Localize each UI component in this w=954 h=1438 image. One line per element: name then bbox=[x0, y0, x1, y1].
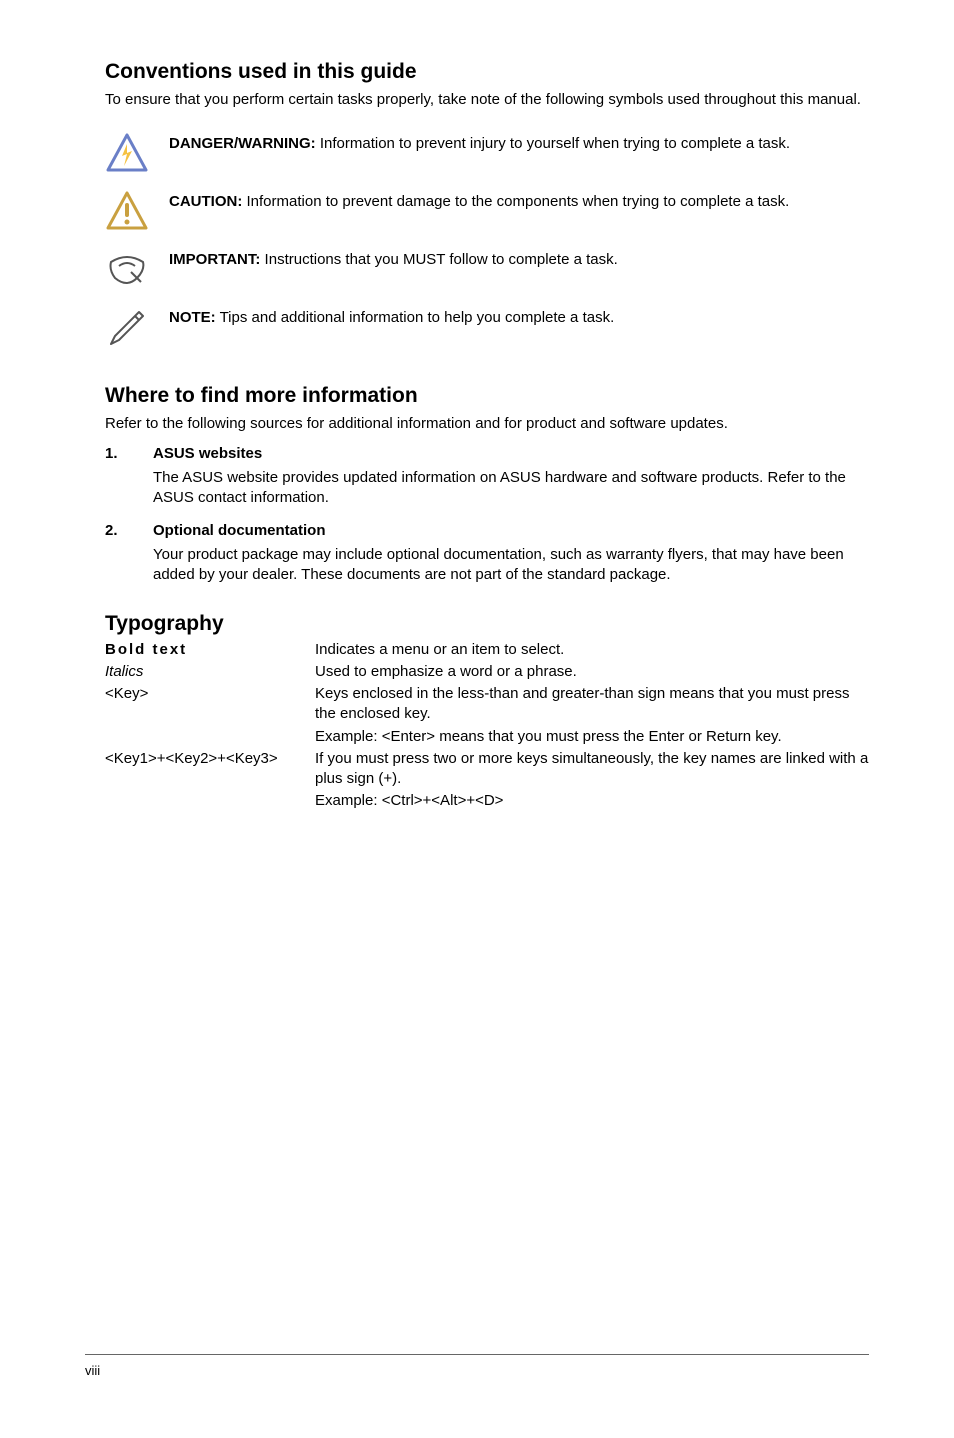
typography-heading: Typography bbox=[105, 612, 869, 636]
footer: viii bbox=[85, 1354, 869, 1378]
important-label: IMPORTANT: bbox=[169, 251, 260, 268]
typo-left-1: Italics bbox=[105, 663, 143, 680]
danger-icon bbox=[105, 132, 149, 176]
callout-caution-text: CAUTION: Information to prevent damage t… bbox=[169, 190, 789, 212]
where-section: Where to find more information Refer to … bbox=[105, 384, 869, 585]
typography-table: Bold text Indicates a menu or an item to… bbox=[105, 640, 869, 814]
where-item-2: 2. Optional documentation Your product p… bbox=[105, 522, 869, 586]
note-body: Tips and additional information to help … bbox=[216, 309, 615, 326]
typo-right-5: Example: <Ctrl>+<Alt>+<D> bbox=[315, 791, 869, 813]
typo-left-0: Bold text bbox=[105, 641, 187, 658]
conventions-section: Conventions used in this guide To ensure… bbox=[105, 60, 869, 350]
callout-important-text: IMPORTANT: Instructions that you MUST fo… bbox=[169, 248, 618, 270]
caution-body: Information to prevent damage to the com… bbox=[242, 193, 789, 210]
danger-label: DANGER/WARNING bbox=[169, 135, 311, 152]
typo-right-3: Example: <Enter> means that you must pre… bbox=[315, 727, 869, 749]
important-body: Instructions that you MUST follow to com… bbox=[260, 251, 617, 268]
item1-label: ASUS websites bbox=[153, 445, 262, 462]
where-intro: Refer to the following sources for addit… bbox=[105, 414, 869, 434]
callout-danger-text: DANGER/WARNING: Information to prevent i… bbox=[169, 132, 790, 154]
table-row: Italics Used to emphasize a word or a ph… bbox=[105, 662, 869, 684]
where-heading: Where to find more information bbox=[105, 384, 869, 408]
typo-left-4: <Key1>+<Key2>+<Key3> bbox=[105, 749, 315, 792]
callout-important: IMPORTANT: Instructions that you MUST fo… bbox=[105, 248, 869, 292]
typo-right-0: Indicates a menu or an item to select. bbox=[315, 640, 869, 662]
callout-note-text: NOTE: Tips and additional information to… bbox=[169, 306, 614, 328]
note-icon bbox=[105, 306, 149, 350]
conventions-intro: To ensure that you perform certain tasks… bbox=[105, 90, 869, 110]
callouts-block: DANGER/WARNING: Information to prevent i… bbox=[105, 132, 869, 350]
danger-body: Information to prevent injury to yoursel… bbox=[316, 135, 790, 152]
important-icon bbox=[105, 248, 149, 292]
table-row: <Key1>+<Key2>+<Key3> If you must press t… bbox=[105, 749, 869, 792]
table-row: Bold text Indicates a menu or an item to… bbox=[105, 640, 869, 662]
item2-num: 2. bbox=[105, 522, 125, 539]
typo-right-4: If you must press two or more keys simul… bbox=[315, 749, 869, 792]
typo-left-5 bbox=[105, 791, 315, 813]
caution-label: CAUTION: bbox=[169, 193, 242, 210]
table-row: Example: <Ctrl>+<Alt>+<D> bbox=[105, 791, 869, 813]
typo-right-1: Used to emphasize a word or a phrase. bbox=[315, 662, 869, 684]
table-row: <Key> Keys enclosed in the less-than and… bbox=[105, 684, 869, 727]
callout-danger: DANGER/WARNING: Information to prevent i… bbox=[105, 132, 869, 176]
item2-desc: Your product package may include optiona… bbox=[153, 545, 869, 586]
typo-left-2: <Key> bbox=[105, 684, 315, 727]
typo-left-3 bbox=[105, 727, 315, 749]
page-number: viii bbox=[85, 1363, 100, 1378]
note-label: NOTE: bbox=[169, 309, 216, 326]
item1-num: 1. bbox=[105, 445, 125, 462]
typo-right-2: Keys enclosed in the less-than and great… bbox=[315, 684, 869, 727]
conventions-heading: Conventions used in this guide bbox=[105, 60, 869, 84]
where-item-1: 1. ASUS websites The ASUS website provid… bbox=[105, 445, 869, 509]
caution-icon bbox=[105, 190, 149, 234]
table-row: Example: <Enter> means that you must pre… bbox=[105, 727, 869, 749]
callout-caution: CAUTION: Information to prevent damage t… bbox=[105, 190, 869, 234]
typography-section: Typography Bold text Indicates a menu or… bbox=[105, 612, 869, 814]
item2-label: Optional documentation bbox=[153, 522, 326, 539]
item1-desc: The ASUS website provides updated inform… bbox=[153, 468, 869, 509]
callout-note: NOTE: Tips and additional information to… bbox=[105, 306, 869, 350]
